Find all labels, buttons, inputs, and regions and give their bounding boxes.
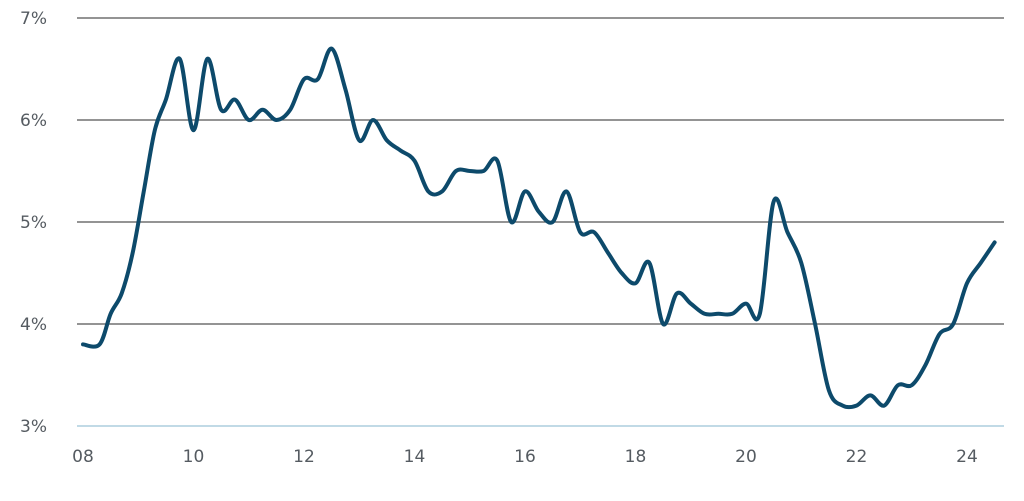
- x-tick-label: 12: [293, 447, 315, 467]
- x-tick-label: 24: [956, 447, 978, 467]
- x-tick-label: 16: [514, 447, 536, 467]
- x-axis-tick-labels: 08 10 12 14 16 18 20 22 24: [72, 447, 978, 467]
- y-tick-label: 6%: [20, 111, 47, 131]
- series-line-0: [81, 46, 997, 410]
- y-tick-label: 4%: [20, 315, 47, 335]
- series-layer: [81, 46, 997, 410]
- y-tick-label: 7%: [20, 9, 47, 29]
- y-tick-label: 5%: [20, 213, 47, 233]
- x-tick-label: 22: [846, 447, 868, 467]
- x-tick-label: 14: [404, 447, 426, 467]
- y-axis-tick-labels: 3% 4% 5% 6% 7%: [20, 9, 47, 437]
- x-tick-label: 18: [625, 447, 647, 467]
- y-tick-label: 3%: [20, 417, 47, 437]
- grid-lines: [77, 17, 1004, 427]
- x-tick-label: 20: [735, 447, 757, 467]
- x-tick-label: 08: [72, 447, 94, 467]
- x-tick-label: 10: [183, 447, 205, 467]
